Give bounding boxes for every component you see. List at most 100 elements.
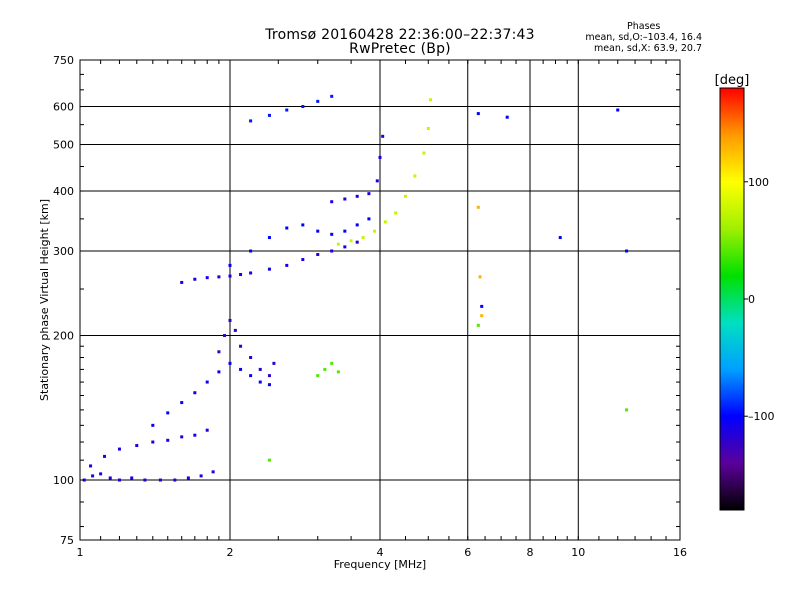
data-point (285, 108, 289, 112)
data-point (267, 383, 271, 387)
y-tick-label: 200 (53, 330, 74, 343)
data-point (180, 280, 184, 284)
data-point (267, 374, 271, 378)
data-point (505, 115, 509, 119)
data-point (558, 236, 562, 240)
data-point (143, 478, 147, 482)
data-point (375, 179, 379, 183)
data-point (285, 226, 289, 230)
data-point (476, 112, 480, 116)
data-point (323, 367, 327, 371)
y-tick-label: 500 (53, 139, 74, 152)
data-point (343, 245, 347, 249)
data-point (285, 263, 289, 267)
y-tick-label: 600 (53, 101, 74, 114)
colorbar-tick-label: 100 (748, 176, 769, 189)
data-point (343, 197, 347, 201)
y-tick-label: 75 (60, 534, 74, 547)
data-point (249, 374, 253, 378)
data-point (394, 211, 398, 215)
grid-lines (80, 60, 680, 540)
data-point (166, 438, 170, 442)
data-point (616, 108, 620, 112)
data-point (108, 476, 112, 480)
data-point (301, 223, 305, 227)
data-point (103, 454, 107, 458)
data-point (249, 271, 253, 275)
data-point (625, 249, 629, 253)
data-point (478, 275, 482, 279)
data-point (239, 367, 243, 371)
colorbar-label: [deg] (715, 73, 750, 88)
phase-stats-x-mode: mean, sd,X: 63.9, 20.7 (593, 43, 702, 54)
data-point (180, 401, 184, 405)
data-point (130, 476, 134, 480)
data-point (480, 304, 484, 308)
x-axis-label: Frequency [MHz] (334, 558, 426, 571)
data-point (330, 200, 334, 204)
data-point (89, 464, 93, 468)
y-tick-label: 100 (53, 474, 74, 487)
data-point (378, 155, 382, 159)
data-point (330, 94, 334, 98)
data-point (193, 277, 197, 281)
data-point (316, 99, 320, 103)
data-point (166, 411, 170, 415)
data-point (151, 440, 155, 444)
data-point (249, 355, 253, 359)
phase-stats: Phases mean, sd,O:–103.4, 16.4 mean, sd,… (585, 21, 702, 54)
data-point (82, 478, 86, 482)
data-point (117, 478, 121, 482)
data-point (228, 361, 232, 365)
data-point (267, 236, 271, 240)
data-point (301, 105, 305, 109)
data-point (239, 273, 243, 277)
data-point (217, 350, 221, 354)
x-tick-label: 16 (673, 546, 687, 559)
x-tick-label: 10 (571, 546, 585, 559)
data-point (211, 470, 215, 474)
data-point (336, 370, 340, 374)
data-point (355, 194, 359, 198)
data-point (343, 229, 347, 233)
x-tick-label: 4 (377, 546, 384, 559)
data-point (186, 476, 190, 480)
data-point (267, 267, 271, 271)
data-point (381, 134, 385, 138)
data-point (199, 474, 203, 478)
data-point (413, 174, 417, 178)
data-point (205, 380, 209, 384)
data-point (249, 249, 253, 253)
axis-ticks: 1 2 4 6 8 10 16 75 100 200 300 400 500 600 750 (53, 54, 687, 559)
colorbar-ticks: 100 0 –100 (744, 176, 775, 423)
data-point (267, 458, 271, 462)
data-point (330, 361, 334, 365)
data-point (476, 205, 480, 209)
data-point (205, 276, 209, 280)
data-point (99, 472, 103, 476)
data-point (625, 408, 629, 412)
data-point (91, 474, 95, 478)
data-point (367, 192, 371, 196)
data-point (383, 220, 387, 224)
data-point (355, 240, 359, 244)
data-point (403, 194, 407, 198)
data-point (361, 236, 365, 240)
data-point (349, 239, 353, 243)
data-point (367, 217, 371, 221)
data-point (355, 223, 359, 227)
data-point (373, 229, 377, 233)
y-axis-label: Stationary phase Virtual Height [km] (38, 199, 51, 401)
data-point (239, 344, 243, 348)
data-point (428, 98, 432, 102)
data-point (173, 478, 177, 482)
data-points (82, 94, 629, 482)
data-point (217, 275, 221, 279)
data-point (193, 433, 197, 437)
data-point (301, 258, 305, 262)
data-point (336, 242, 340, 246)
data-point (422, 151, 426, 155)
data-point (330, 249, 334, 253)
data-point (330, 232, 334, 236)
